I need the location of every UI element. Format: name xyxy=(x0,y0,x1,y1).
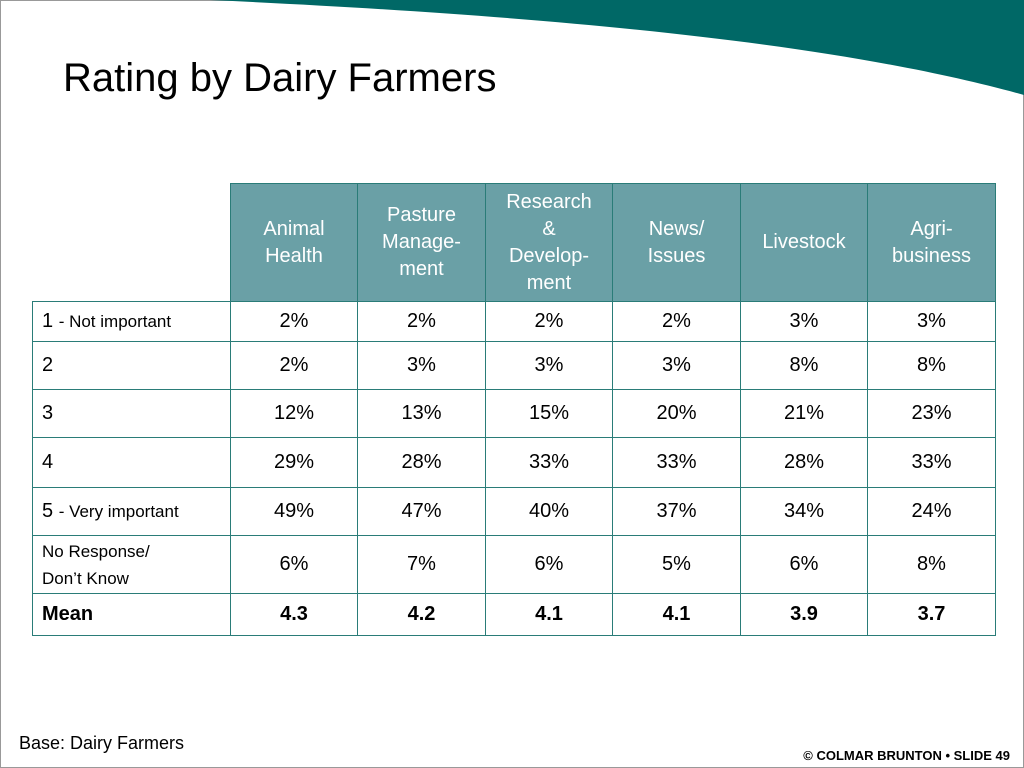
row-note: - Not important xyxy=(58,312,172,331)
title: Rating by Dairy Farmers xyxy=(63,56,497,100)
column-header: Pasture Manage- ment xyxy=(357,183,486,302)
cell: 40% xyxy=(485,487,613,536)
cell: 8% xyxy=(867,535,996,594)
cell: 29% xyxy=(230,437,358,488)
row-label: 2 xyxy=(32,341,231,390)
table-row: 1 - Not important 2% 2% 2% 2% 3% 3% xyxy=(32,301,996,342)
cell: 6% xyxy=(740,535,868,594)
cell: 3% xyxy=(867,301,996,342)
row-label: 1 - Not important xyxy=(32,301,231,342)
cell: 21% xyxy=(740,389,868,438)
cell: 2% xyxy=(612,301,741,342)
row-label-text: No Response/ Don’t Know xyxy=(42,541,150,588)
cell: 15% xyxy=(485,389,613,438)
cell: 3% xyxy=(612,341,741,390)
cell: 3% xyxy=(357,341,486,390)
row-note: - Very important xyxy=(58,502,179,521)
header-row: Animal Health Pasture Manage- ment Researc… xyxy=(32,183,996,302)
row-label-text: Mean xyxy=(42,603,94,625)
cell: 3.7 xyxy=(867,593,996,636)
cell: 20% xyxy=(612,389,741,438)
row-label-text: 1 xyxy=(42,310,54,332)
cell: 47% xyxy=(357,487,486,536)
cell: 4.1 xyxy=(485,593,613,636)
cell: 6% xyxy=(230,535,358,594)
cell: 28% xyxy=(740,437,868,488)
column-header: Animal Health xyxy=(230,183,358,302)
cell: 33% xyxy=(612,437,741,488)
row-label-text: 2 xyxy=(42,354,54,376)
row-label-text: 4 xyxy=(42,451,54,473)
cell: 8% xyxy=(740,341,868,390)
row-label: 4 xyxy=(32,437,231,488)
cell: 4.3 xyxy=(230,593,358,636)
row-label: Mean xyxy=(32,593,231,636)
row-label-text: 3 xyxy=(42,402,54,424)
header-swoosh xyxy=(210,0,1024,95)
cell: 37% xyxy=(612,487,741,536)
table-row: 2 2% 3% 3% 3% 8% 8% xyxy=(32,341,996,390)
cell: 2% xyxy=(230,341,358,390)
cell: 2% xyxy=(485,301,613,342)
table-row: 4 29% 28% 33% 33% 28% 33% xyxy=(32,437,996,488)
cell: 3.9 xyxy=(740,593,868,636)
cell: 24% xyxy=(867,487,996,536)
cell: 3% xyxy=(740,301,868,342)
row-label: 3 xyxy=(32,389,231,438)
table-row: 5 - Very important 49% 47% 40% 37% 34% 24% xyxy=(32,487,996,536)
column-header: Livestock xyxy=(740,183,868,302)
row-label: No Response/ Don’t Know xyxy=(32,535,231,594)
credit: © COLMAR BRUNTON • SLIDE 49 xyxy=(803,748,1010,763)
base-note: Base: Dairy Farmers xyxy=(19,733,185,753)
table-row: 3 12% 13% 15% 20% 21% 23% xyxy=(32,389,996,438)
column-header: Research & Develop- ment xyxy=(485,183,613,302)
cell: 34% xyxy=(740,487,868,536)
column-header: Agri- business xyxy=(867,183,996,302)
corner xyxy=(32,183,231,302)
table-row: Mean 4.3 4.2 4.1 4.1 3.9 3.7 xyxy=(32,593,996,636)
column-header: News/ Issues xyxy=(612,183,741,302)
cell: 13% xyxy=(357,389,486,438)
cell: 28% xyxy=(357,437,486,488)
rating-table: Animal Health Pasture Manage- ment Researc… xyxy=(32,183,996,636)
table-row: No Response/ Don’t Know 6% 7% 6% 5% 6% 8% xyxy=(32,535,996,594)
cell: 6% xyxy=(485,535,613,594)
cell: 8% xyxy=(867,341,996,390)
cell: 23% xyxy=(867,389,996,438)
cell: 4.2 xyxy=(357,593,486,636)
row-label: 5 - Very important xyxy=(32,487,231,536)
cell: 2% xyxy=(357,301,486,342)
cell: 33% xyxy=(485,437,613,488)
cell: 3% xyxy=(485,341,613,390)
cell: 33% xyxy=(867,437,996,488)
cell: 7% xyxy=(357,535,486,594)
cell: 5% xyxy=(612,535,741,594)
cell: 12% xyxy=(230,389,358,438)
cell: 2% xyxy=(230,301,358,342)
cell: 4.1 xyxy=(612,593,741,636)
row-label-text: 5 xyxy=(42,500,54,522)
cell: 49% xyxy=(230,487,358,536)
